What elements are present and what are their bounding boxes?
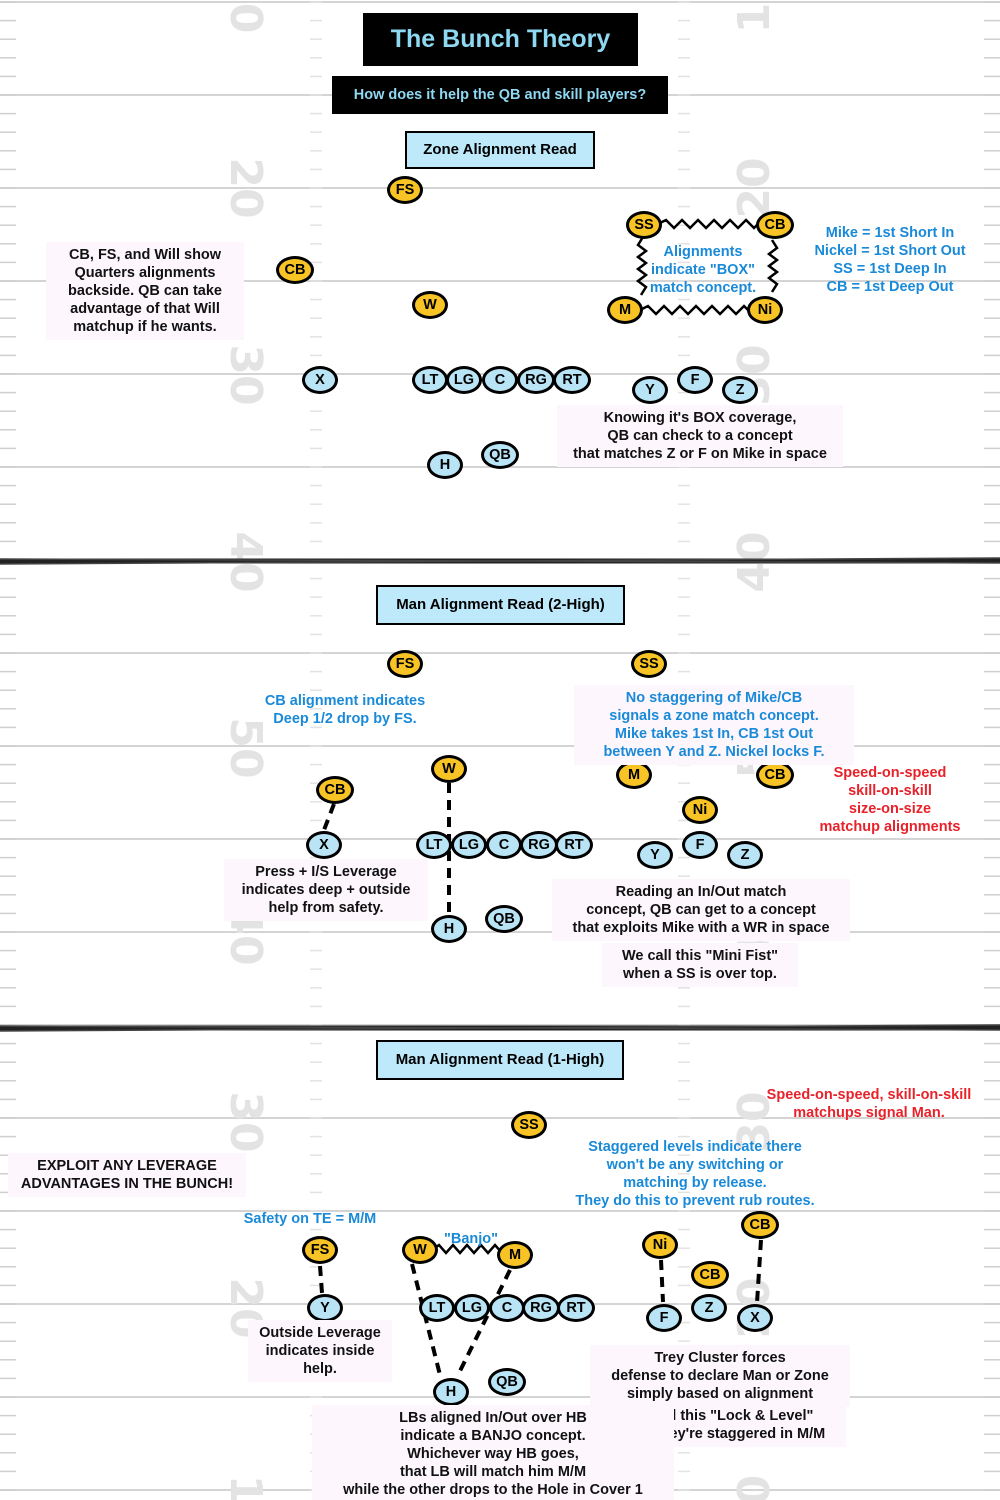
yard-number: 0	[729, 1475, 780, 1500]
man2-section-label: Man Alignment Read (2-High)	[376, 585, 625, 625]
zone-knowing-note: Knowing it's BOX coverage, QB can check t…	[557, 405, 843, 467]
box-top-squiggle	[657, 218, 769, 230]
zone-h: H	[427, 451, 463, 479]
man2-cb-left: CB	[316, 776, 354, 804]
man1-fs: FS	[302, 1236, 338, 1264]
man1-cb-right: CB	[741, 1211, 779, 1239]
man1-x: X	[737, 1304, 773, 1332]
yard-number: 1	[729, 3, 780, 34]
yard-number: 20	[220, 157, 271, 218]
man1-ss: SS	[511, 1111, 547, 1139]
zone-w: W	[412, 291, 448, 319]
page-subtitle: How does it help the QB and skill player…	[332, 76, 668, 114]
zone-quarters-note: CB, FS, and Will show Quarters alignments…	[46, 242, 244, 340]
man2-stagger-note: No staggering of Mike/CB signals a zone m…	[574, 685, 854, 765]
man1-ni: Ni	[642, 1231, 678, 1259]
man1-lbs-note: LBs aligned In/Out over HB indicate a BAN…	[312, 1405, 674, 1500]
man1-m: M	[497, 1241, 533, 1269]
zone-lt: LT	[412, 366, 448, 394]
man1-banjo-label: "Banjo"	[443, 1231, 499, 1247]
yard-number: 0	[220, 3, 271, 34]
man1-lg: LG	[454, 1294, 490, 1322]
yard-number: 1	[220, 1475, 271, 1500]
man2-x: X	[306, 831, 342, 859]
man2-y: Y	[637, 841, 673, 869]
man2-rg: RG	[520, 831, 558, 859]
zone-ss: SS	[626, 211, 662, 239]
man2-f: F	[682, 831, 718, 859]
man1-c: C	[489, 1294, 525, 1322]
man2-m: M	[616, 761, 652, 789]
zone-rt: RT	[553, 366, 591, 394]
section-divider-2	[0, 1024, 1000, 1032]
yard-number: 30	[220, 344, 271, 405]
man2-w: W	[431, 755, 467, 783]
zone-z: Z	[722, 376, 758, 404]
man1-qb: QB	[488, 1368, 526, 1396]
man2-assignment-lines	[322, 783, 451, 915]
man2-reading-note: Reading an In/Out match concept, QB can g…	[552, 879, 850, 941]
zone-section-label: Zone Alignment Read	[405, 131, 595, 169]
man2-speed-note: Speed-on-speed skill-on-skill size-on-size…	[819, 765, 961, 835]
man1-trey-note: Trey Cluster forces defense to declare Ma…	[590, 1345, 850, 1407]
man1-cb-mid: CB	[691, 1261, 729, 1289]
man2-ss: SS	[631, 650, 667, 678]
man1-safety-te-note: Safety on TE = M/M	[243, 1211, 377, 1227]
zone-box-note: Alignments indicate "BOX" match concept.	[649, 244, 757, 296]
zone-m: M	[607, 296, 643, 324]
section-divider-1	[0, 557, 1000, 565]
man2-qb: QB	[485, 905, 523, 933]
man2-cb-right: CB	[756, 761, 794, 789]
man2-h: H	[431, 915, 467, 943]
man1-speed-note: Speed-on-speed, skill-on-skill matchups s…	[766, 1087, 972, 1121]
zone-fs: FS	[387, 176, 423, 204]
zone-lg: LG	[446, 366, 482, 394]
yard-number: 30	[729, 1091, 780, 1152]
yard-number: 20	[729, 157, 780, 218]
man2-ni: Ni	[682, 796, 718, 824]
man1-staggered-note: Staggered levels indicate there won't be …	[575, 1139, 815, 1209]
zone-rg: RG	[517, 366, 555, 394]
yard-number: 30	[220, 1091, 271, 1152]
zone-y: Y	[632, 376, 668, 404]
zone-c: C	[482, 366, 518, 394]
man1-rg: RG	[522, 1294, 560, 1322]
man2-lg: LG	[451, 831, 487, 859]
page-title: The Bunch Theory	[363, 13, 638, 66]
zone-x: X	[302, 366, 338, 394]
man2-lt: LT	[416, 831, 452, 859]
zone-qb: QB	[481, 441, 519, 469]
zone-rules-note: Mike = 1st Short In Nickel = 1st Short Ou…	[814, 225, 966, 295]
zone-ni: Ni	[747, 296, 783, 324]
man1-outside-note: Outside Leverage indicates inside help.	[248, 1320, 392, 1382]
man1-exploit-note: EXPLOIT ANY LEVERAGE ADVANTAGES IN THE BU…	[8, 1153, 246, 1197]
man1-h: H	[433, 1378, 469, 1406]
zone-cb-left: CB	[276, 256, 314, 284]
man2-z: Z	[727, 841, 763, 869]
box-right-squiggle	[766, 239, 780, 293]
zone-f: F	[677, 366, 713, 394]
man1-f: F	[646, 1304, 682, 1332]
man1-w: W	[402, 1236, 438, 1264]
man1-y: Y	[307, 1294, 343, 1322]
box-bottom-squiggle	[639, 304, 767, 316]
man2-mini-fist-note: We call this "Mini Fist" when a SS is ove…	[602, 943, 798, 987]
man1-rt: RT	[557, 1294, 595, 1322]
yard-number: 50	[220, 717, 271, 778]
box-coverage-outline	[635, 218, 780, 316]
man2-fs: FS	[387, 650, 423, 678]
box-left-squiggle	[635, 236, 649, 296]
man2-press-note: Press + I/S Leverage indicates deep + out…	[224, 859, 428, 921]
man2-c: C	[486, 831, 522, 859]
zone-cb-right: CB	[756, 211, 794, 239]
man2-cb-align-note: CB alignment indicates Deep 1/2 drop by F…	[264, 693, 426, 727]
man1-z: Z	[691, 1294, 727, 1322]
man1-section-label: Man Alignment Read (1-High)	[376, 1040, 624, 1080]
man1-lt: LT	[419, 1294, 455, 1322]
man2-rt: RT	[555, 831, 593, 859]
